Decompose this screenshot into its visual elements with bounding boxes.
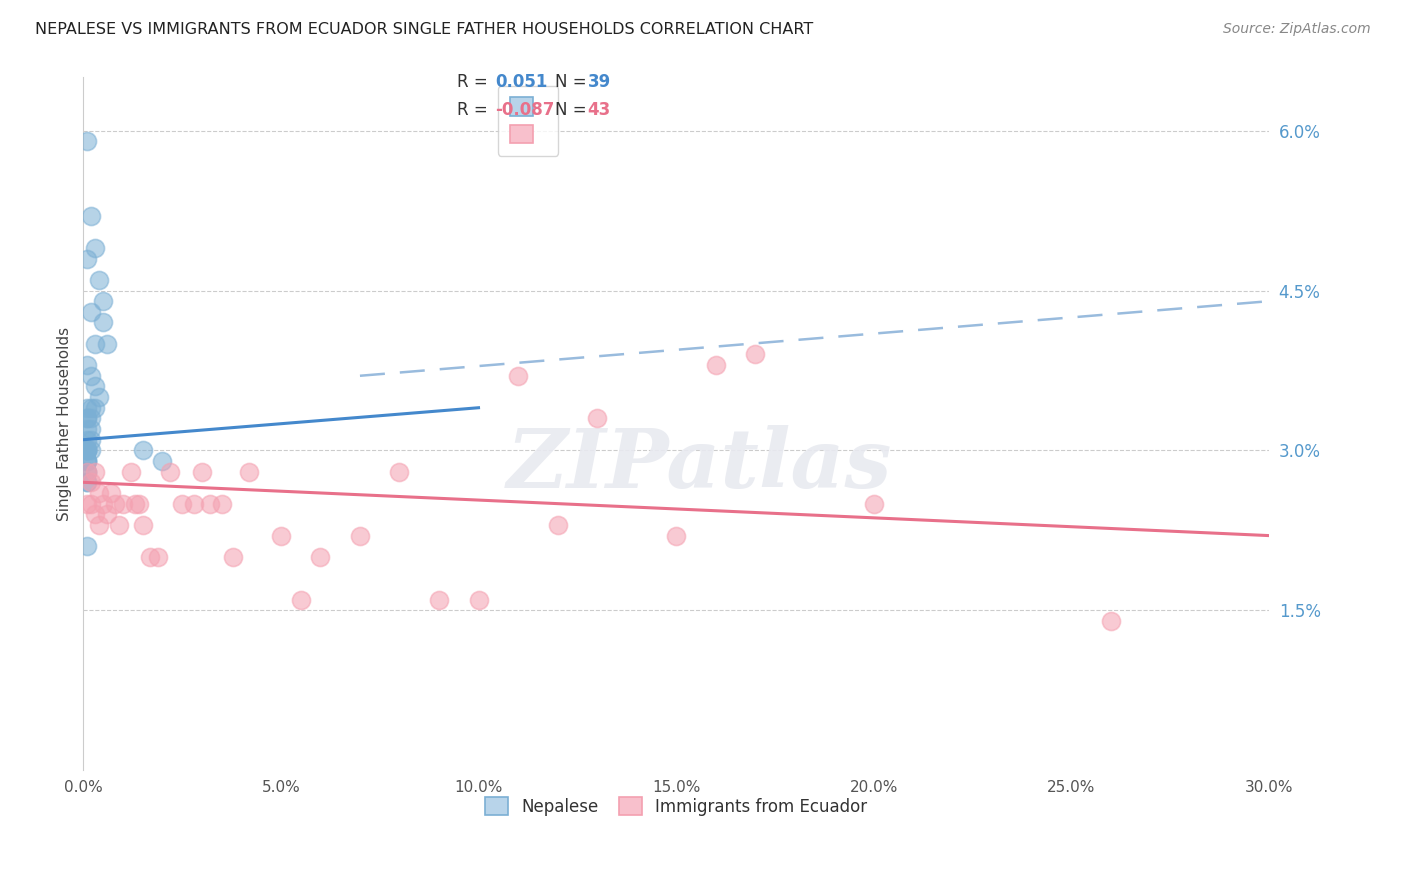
Point [84,336,107,351]
Point [131,517,153,532]
Point [862,497,884,511]
Text: 0.051: 0.051 [495,73,547,91]
Point [586,411,609,425]
Point [290,592,312,607]
Point [1099,614,1122,628]
Point [91,497,114,511]
Text: NEPALESE VS IMMIGRANTS FROM ECUADOR SINGLE FATHER HOUSEHOLDS CORRELATION CHART: NEPALESE VS IMMIGRANTS FROM ECUADOR SING… [35,22,814,37]
Point [87,273,110,287]
Point [80,411,103,425]
Point [547,517,569,532]
Point [80,443,103,458]
Text: ZIPatlas: ZIPatlas [508,425,893,505]
Point [80,305,103,319]
Point [124,497,146,511]
Text: R =: R = [457,73,488,91]
Point [91,294,114,309]
Text: -0.087: -0.087 [495,101,554,119]
Text: 43: 43 [588,101,612,119]
Point [87,517,110,532]
Point [84,508,107,522]
Point [84,379,107,393]
Point [349,528,371,542]
Point [76,443,98,458]
Point [76,443,98,458]
Point [76,465,98,479]
Point [96,508,118,522]
Text: N =: N = [555,101,586,119]
Point [148,549,170,564]
Point [76,411,98,425]
Text: Source: ZipAtlas.com: Source: ZipAtlas.com [1223,22,1371,37]
Point [506,368,529,383]
Point [104,497,127,511]
Point [108,517,131,532]
Point [76,465,98,479]
Point [191,465,214,479]
Point [120,465,142,479]
Point [704,358,727,372]
Point [80,368,103,383]
Y-axis label: Single Father Households: Single Father Households [58,326,72,521]
Point [744,347,766,361]
Point [80,422,103,436]
Text: 39: 39 [588,73,612,91]
Point [76,443,98,458]
Point [76,475,98,490]
Point [76,539,98,553]
Point [100,486,122,500]
Point [76,465,98,479]
Point [128,497,150,511]
Point [222,549,245,564]
Point [665,528,688,542]
Point [139,549,162,564]
Point [76,454,98,468]
Text: R =: R = [457,101,488,119]
Point [76,454,98,468]
Point [183,497,205,511]
Point [76,433,98,447]
Point [427,592,450,607]
Point [76,358,98,372]
Point [111,497,134,511]
Point [80,401,103,415]
Point [76,134,98,148]
Point [172,497,194,511]
Point [467,592,489,607]
Point [91,316,114,330]
Point [84,241,107,255]
Point [76,454,98,468]
Point [131,443,153,458]
Point [159,465,181,479]
Point [388,465,411,479]
Point [76,422,98,436]
Point [76,475,98,490]
Point [96,336,118,351]
Point [309,549,332,564]
Point [80,475,103,490]
Point [87,390,110,404]
Point [84,465,107,479]
Point [76,411,98,425]
Point [80,209,103,223]
Point [76,443,98,458]
Point [270,528,292,542]
Point [87,486,110,500]
Text: N =: N = [555,73,586,91]
Point [84,401,107,415]
Point [76,401,98,415]
Point [150,454,173,468]
Point [76,497,98,511]
Point [76,252,98,266]
Legend: Nepalese, Immigrants from Ecuador: Nepalese, Immigrants from Ecuador [477,789,876,824]
Point [211,497,233,511]
Point [198,497,221,511]
Point [238,465,260,479]
Point [80,497,103,511]
Point [80,433,103,447]
